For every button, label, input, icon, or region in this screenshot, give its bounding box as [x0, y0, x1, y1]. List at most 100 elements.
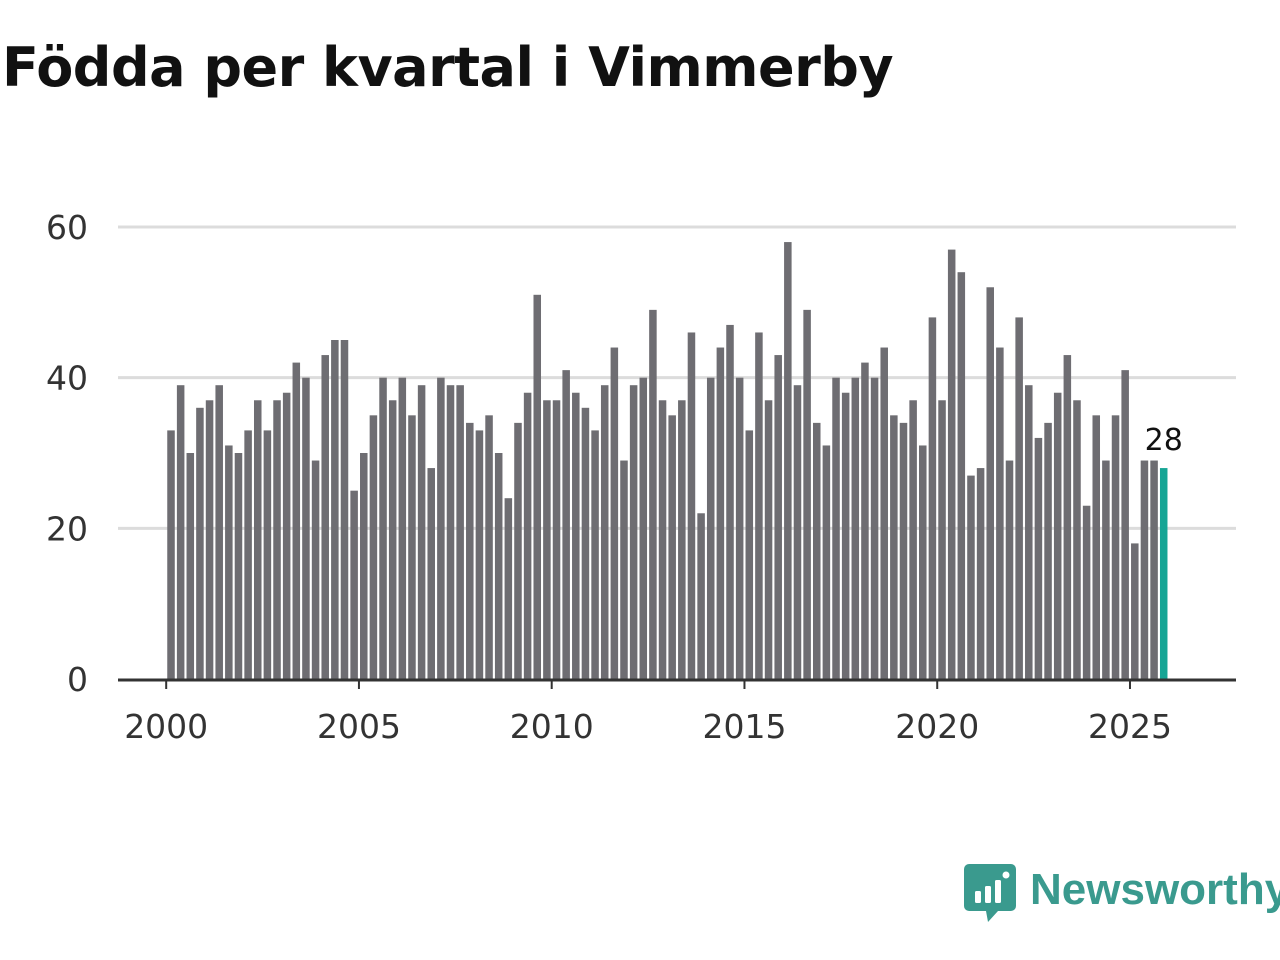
y-tick-label-20: 20 — [46, 509, 88, 548]
bar — [234, 453, 243, 679]
bar — [668, 415, 676, 679]
bar — [533, 294, 542, 679]
bar — [494, 453, 503, 679]
bars — [167, 242, 1168, 679]
bar — [687, 332, 696, 679]
bar — [784, 242, 792, 679]
bar — [1092, 415, 1101, 679]
bar — [552, 400, 561, 679]
bar — [1111, 415, 1120, 679]
bar — [1140, 460, 1149, 679]
tick-labels: 0 20 40 60 28 2000 2005 2010 2015 2020 2025 — [46, 208, 1183, 746]
bar — [745, 430, 754, 679]
bar — [986, 287, 994, 679]
bar — [244, 430, 252, 679]
bar — [649, 309, 657, 679]
bar — [504, 498, 513, 679]
bar — [1131, 543, 1139, 679]
bar — [755, 332, 763, 679]
bar — [793, 385, 802, 679]
bar — [1121, 370, 1129, 679]
bar — [976, 468, 985, 679]
bar — [822, 445, 831, 679]
bar — [851, 377, 860, 679]
newsworthy-logo[interactable]: Newsworthy — [964, 864, 1280, 924]
bar — [1015, 317, 1023, 679]
bar — [379, 377, 387, 679]
bar — [812, 422, 821, 679]
newsworthy-logo-icon — [964, 864, 1016, 922]
bar — [581, 407, 590, 679]
bar — [1053, 392, 1062, 679]
bar — [186, 453, 195, 679]
bar — [880, 347, 888, 679]
bar — [803, 309, 811, 679]
bar — [273, 400, 281, 679]
bar — [658, 400, 667, 679]
bar — [735, 377, 744, 679]
bar — [311, 460, 320, 679]
bar — [841, 392, 850, 679]
bar — [475, 430, 484, 679]
x-tick-label-2015: 2015 — [702, 707, 786, 746]
latest-value-label: 28 — [1145, 423, 1183, 458]
bar — [928, 317, 937, 679]
bar — [764, 400, 773, 679]
bar — [331, 340, 339, 679]
bar — [1025, 385, 1033, 679]
bar — [610, 347, 619, 679]
bar — [600, 385, 609, 679]
bar — [716, 347, 725, 679]
bar — [263, 430, 272, 679]
bar — [437, 377, 445, 679]
bar — [861, 362, 869, 679]
bar — [485, 415, 493, 679]
bar-latest — [1159, 468, 1168, 679]
bar — [572, 392, 580, 679]
bar — [957, 272, 966, 679]
bar — [832, 377, 840, 679]
bar — [350, 490, 358, 679]
bar — [446, 385, 455, 679]
bar — [899, 422, 908, 679]
bar — [629, 385, 638, 679]
bar — [697, 513, 705, 679]
bar — [1063, 355, 1072, 679]
bar — [678, 400, 686, 679]
bar — [909, 400, 917, 679]
bar — [253, 400, 262, 679]
x-tick-label-2010: 2010 — [510, 707, 594, 746]
bar — [890, 415, 898, 679]
bar — [205, 400, 214, 679]
bar — [562, 370, 570, 679]
bar — [543, 400, 551, 679]
bar — [225, 445, 233, 679]
bar — [620, 460, 628, 679]
bar — [360, 453, 368, 679]
x-tick-label-2000: 2000 — [124, 707, 208, 746]
bar — [967, 475, 975, 679]
chart-title: Födda per kvartal i Vimmerby — [2, 36, 894, 99]
bar — [870, 377, 879, 679]
bar — [1073, 400, 1081, 679]
bar — [427, 468, 435, 679]
newsworthy-wordmark: Newsworthy — [1030, 865, 1280, 914]
bar — [196, 407, 204, 679]
bar — [369, 415, 378, 679]
bar — [523, 392, 532, 679]
bar — [1005, 460, 1014, 679]
bar — [167, 430, 175, 679]
bar — [706, 377, 715, 679]
bar — [282, 392, 291, 679]
bar — [1102, 460, 1110, 679]
x-tick-label-2025: 2025 — [1088, 707, 1172, 746]
bar — [1034, 437, 1043, 679]
bar — [1082, 505, 1091, 679]
bar — [591, 430, 599, 679]
bar — [726, 324, 734, 679]
x-tick-label-2005: 2005 — [317, 707, 401, 746]
bar — [639, 377, 648, 679]
bar — [514, 422, 522, 679]
bar — [919, 445, 927, 679]
bar — [302, 377, 310, 679]
